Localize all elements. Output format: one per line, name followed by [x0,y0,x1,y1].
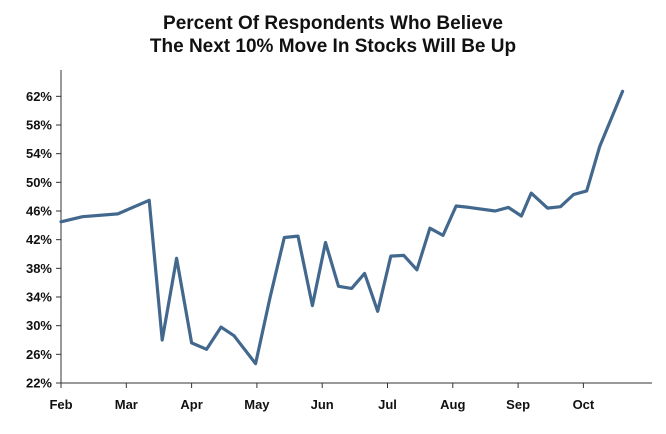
chart-title-line-2: The Next 10% Move In Stocks Will Be Up [149,36,517,57]
chart-title: Percent Of Respondents Who Believe The N… [0,12,666,58]
data-point [529,191,533,195]
data-point [428,226,432,230]
data-point [59,220,63,224]
data-point [350,286,354,290]
data-point [376,309,380,313]
series-line [59,89,625,366]
data-point [324,241,328,245]
x-tick-label: Aug [440,397,465,412]
data-point [296,234,300,238]
data-point [219,325,223,329]
data-point [572,193,576,197]
y-tick-label: 46% [26,204,52,219]
y-tick-label: 42% [26,232,52,247]
chart-title-line-1: Percent Of Respondents Who Believe [163,13,503,34]
y-tick-label: 58% [26,118,52,133]
data-point [559,205,563,209]
data-point [268,296,272,300]
y-tick-label: 54% [26,146,52,161]
data-point [175,256,179,260]
y-tick-label: 38% [26,261,52,276]
data-point [621,89,625,93]
data-point [598,145,602,149]
x-tick-label: Jun [311,397,334,412]
data-point [454,204,458,208]
data-point [190,341,194,345]
x-tick-label: May [244,397,270,412]
data-point [337,284,341,288]
data-point [467,205,471,209]
y-tick-label: 26% [26,347,52,362]
x-tick-label: Sep [506,397,530,412]
x-tick-label: Apr [180,397,202,412]
data-point [205,347,209,351]
data-point [160,338,164,342]
x-tick-label: Jul [378,397,397,412]
data-point [81,215,85,219]
data-point [415,268,419,272]
data-point [402,253,406,257]
x-tick-label: Feb [49,397,72,412]
y-tick-label: 62% [26,89,52,104]
y-tick-label: 50% [26,175,52,190]
data-point [116,212,120,216]
data-point [493,209,497,213]
data-point [585,189,589,193]
data-point [282,236,286,240]
data-point [310,304,314,308]
data-point [389,254,393,258]
x-tick-label: Mar [115,397,138,412]
data-point [232,334,236,338]
y-tick-label: 22% [26,376,52,391]
data-point [546,206,550,210]
x-tick-label: Oct [573,397,595,412]
data-point [254,362,258,366]
y-tick-label: 34% [26,290,52,305]
data-point [147,198,151,202]
data-point [506,205,510,209]
data-point [441,233,445,237]
y-tick-label: 30% [26,318,52,333]
data-point [519,214,523,218]
data-point [363,271,367,275]
